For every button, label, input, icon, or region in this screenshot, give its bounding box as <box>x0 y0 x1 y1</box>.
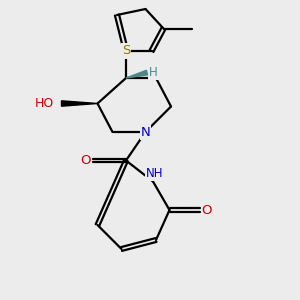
Text: O: O <box>80 154 91 167</box>
Text: HO: HO <box>35 97 54 110</box>
Text: NH: NH <box>146 167 163 180</box>
Polygon shape <box>61 101 98 106</box>
Text: N: N <box>141 125 150 139</box>
Text: O: O <box>202 203 212 217</box>
Text: S: S <box>122 44 130 58</box>
Text: H: H <box>149 66 158 79</box>
Polygon shape <box>126 70 148 78</box>
